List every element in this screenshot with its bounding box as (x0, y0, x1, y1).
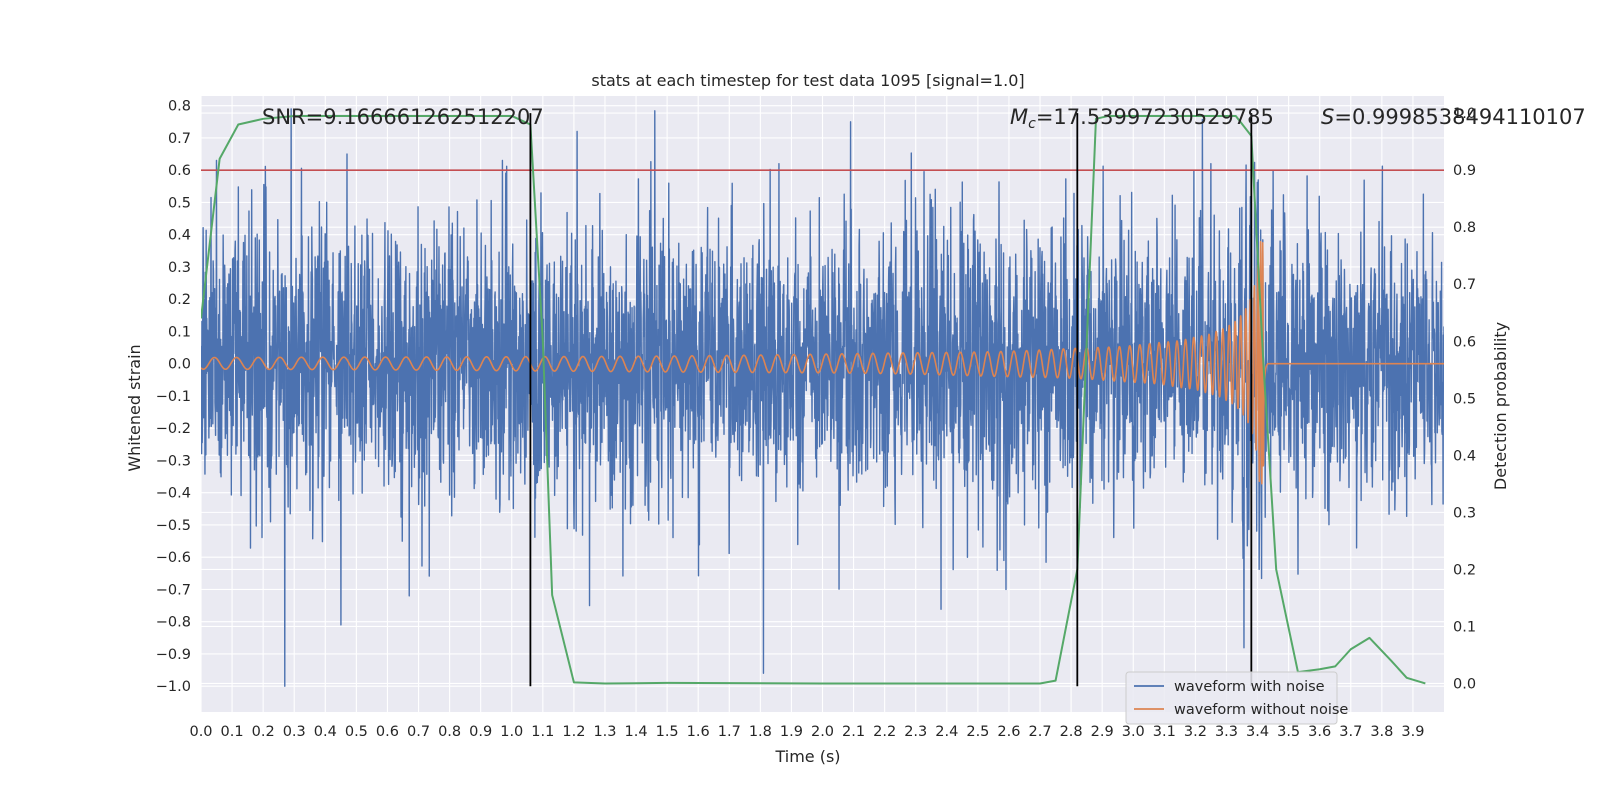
y2-axis-label: Detection probability (1491, 322, 1510, 490)
y-tick-label: −0.8 (156, 615, 191, 631)
x-tick-label: 3.3 (1215, 724, 1238, 740)
x-tick-label: 0.8 (438, 724, 461, 740)
y-tick-label: −0.4 (156, 486, 191, 502)
x-tick-label: 1.5 (656, 724, 679, 740)
y-tick-label: 0.1 (168, 324, 191, 340)
y2-tick-label: 0.6 (1453, 334, 1476, 350)
y-tick-label: 0.4 (168, 228, 191, 244)
x-tick-label: 0.6 (376, 724, 399, 740)
x-tick-label: 3.7 (1339, 724, 1362, 740)
x-tick-label: 3.0 (1122, 724, 1145, 740)
chirp-mass-subscript: c (1028, 116, 1036, 132)
y-tick-label: 0.8 (168, 99, 191, 115)
x-tick-label: 1.1 (531, 724, 554, 740)
chirp-mass-annotation: Mc=17.53997230529785 (1010, 105, 1274, 132)
x-tick-label: 1.6 (687, 724, 710, 740)
x-tick-label: 2.8 (1060, 724, 1083, 740)
x-tick-label: 2.5 (966, 724, 989, 740)
y2-tick-label: 0.4 (1453, 448, 1476, 464)
x-tick-label: 1.2 (562, 724, 585, 740)
y2-tick-label: 0.9 (1453, 163, 1476, 179)
y-tick-label: 0.5 (168, 195, 191, 211)
x-tick-label: 2.2 (873, 724, 896, 740)
y-tick-label: −0.6 (156, 550, 191, 566)
x-tick-label: 0.5 (345, 724, 368, 740)
x-tick-label: 2.3 (904, 724, 927, 740)
series-detection-probability (201, 114, 1426, 685)
y-tick-label: −0.5 (156, 518, 191, 534)
x-tick-label: 3.1 (1153, 724, 1176, 740)
x-tick-label: 3.8 (1370, 724, 1393, 740)
y2-tick-label: 0.1 (1453, 619, 1476, 635)
y-tick-label: −0.1 (156, 389, 191, 405)
legend-label: waveform with noise (1174, 679, 1325, 695)
series-waveform-without-noise (201, 240, 1444, 485)
legend: waveform with noise waveform without nois… (1125, 671, 1348, 725)
x-tick-label: 0.2 (252, 724, 275, 740)
x-tick-label: 2.9 (1091, 724, 1114, 740)
x-tick-label: 2.4 (935, 724, 958, 740)
x-tick-label: 1.3 (593, 724, 616, 740)
x-tick-label: 0.0 (189, 724, 212, 740)
x-tick-label: 1.9 (780, 724, 803, 740)
y-tick-label: 0.2 (168, 292, 191, 308)
y2-tick-label: 0.8 (1453, 220, 1476, 236)
x-tick-label: 1.4 (625, 724, 648, 740)
x-tick-label: 2.6 (997, 724, 1020, 740)
y2-tick-label: 0.3 (1453, 505, 1476, 521)
y-tick-label: −0.2 (156, 421, 191, 437)
x-tick-label: 0.4 (314, 724, 337, 740)
x-tick-label: 3.4 (1246, 724, 1269, 740)
x-tick-label: 3.9 (1401, 724, 1424, 740)
y2-tick-label: 0.7 (1453, 277, 1476, 293)
y-tick-label: 0.7 (168, 131, 191, 147)
x-tick-label: 1.0 (500, 724, 523, 740)
x-tick-label: 1.8 (749, 724, 772, 740)
x-tick-label: 0.1 (221, 724, 244, 740)
s-annotation: S=0.9998538494110107 (1321, 105, 1586, 129)
annotations: SNR=9.166661262512207 Mc=17.539972305297… (262, 105, 1586, 132)
x-axis-label: Time (s) (774, 747, 840, 766)
legend-label: waveform without noise (1174, 702, 1348, 718)
y-tick-label: 0.6 (168, 163, 191, 179)
y2-tick-label: 0.0 (1453, 676, 1476, 692)
series-layer (201, 108, 1444, 687)
x-tick-label: 3.2 (1184, 724, 1207, 740)
y-tick-label: 0.3 (168, 260, 191, 276)
chirp-mass-symbol: M (1010, 105, 1028, 129)
x-tick-label: 1.7 (718, 724, 741, 740)
tick-labels: 0.0 0.1 0.2 0.3 0.4 0.5 0.6 0.7 0.8 0.9 1.0 1.1 1.2 1… (156, 99, 1476, 740)
x-tick-label: 0.3 (283, 724, 306, 740)
x-tick-label: 2.0 (811, 724, 834, 740)
y-axis-label: Whitened strain (125, 344, 144, 471)
s-value: =0.9998538494110107 (1334, 105, 1585, 129)
x-tick-label: 2.1 (842, 724, 865, 740)
y-tick-label: −0.7 (156, 582, 191, 598)
y-tick-label: 0.0 (168, 357, 191, 373)
chart-title: stats at each timestep for test data 109… (591, 71, 1024, 90)
x-tick-label: 2.7 (1028, 724, 1051, 740)
legend-box (1125, 671, 1338, 725)
y-tick-label: −1.0 (156, 679, 191, 695)
x-tick-label: 3.5 (1277, 724, 1300, 740)
y-tick-label: −0.3 (156, 453, 191, 469)
y2-tick-label: 0.5 (1453, 391, 1476, 407)
chirp-mass-value: =17.53997230529785 (1036, 105, 1274, 129)
s-symbol: S (1321, 105, 1334, 129)
x-tick-label: 3.6 (1308, 724, 1331, 740)
y2-tick-label: 0.2 (1453, 562, 1476, 578)
snr-annotation: SNR=9.166661262512207 (262, 105, 544, 129)
x-tick-label: 0.9 (469, 724, 492, 740)
x-tick-label: 0.7 (407, 724, 430, 740)
y-tick-label: −0.9 (156, 647, 191, 663)
y2-tick-label: 1.0 (1453, 106, 1476, 122)
